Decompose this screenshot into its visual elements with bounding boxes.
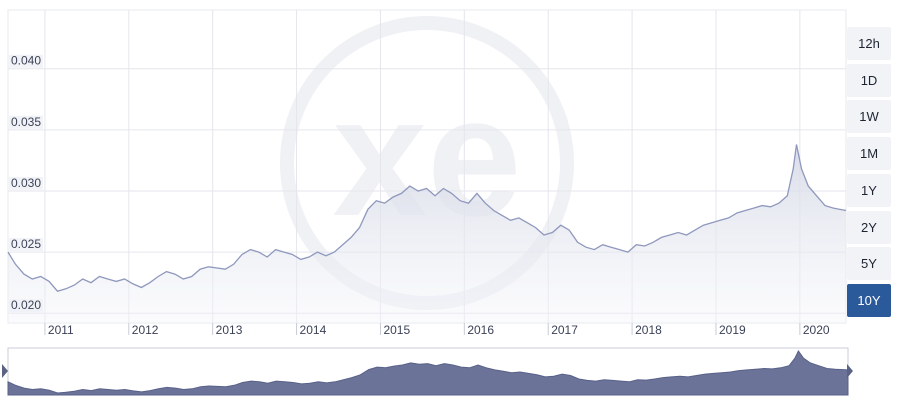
y-tick-label-bg (9, 238, 43, 252)
x-tick-label: 2012 (132, 323, 159, 337)
y-tick-label-bg (9, 54, 43, 68)
area (8, 144, 846, 323)
range-button[interactable]: 1W (847, 100, 891, 134)
range-button[interactable]: 2Y (847, 210, 891, 244)
y-tick-label: 0.040 (11, 54, 41, 68)
x-tick-label: 2013 (216, 323, 243, 337)
range-button[interactable]: 5Y (847, 247, 891, 281)
x-tick-label: 2015 (383, 323, 410, 337)
x-tick-label: 2014 (300, 323, 327, 337)
x-tick-label: 2018 (635, 323, 662, 337)
line (7, 144, 847, 292)
x-tick-label: 2019 (719, 323, 746, 337)
y-tick-label-bg (9, 115, 43, 129)
nav-handle-left[interactable] (2, 364, 8, 378)
y-tick-label: 0.020 (11, 298, 41, 312)
range-button[interactable]: 12h (847, 27, 891, 60)
range-button[interactable]: 1M (847, 137, 891, 171)
y-tick-label-bg (9, 299, 43, 313)
y-tick-label: 0.025 (11, 237, 41, 251)
y-tick-label: 0.030 (11, 176, 41, 190)
x-tick-label: 2020 (803, 323, 830, 337)
range-button[interactable]: 1Y (847, 173, 891, 207)
range-button[interactable]: 10Y (847, 283, 891, 317)
y-tick-label: 0.035 (11, 115, 41, 129)
x-tick-label: 2011 (48, 323, 74, 337)
x-tick-label: 2016 (467, 323, 494, 337)
y-tick-label-bg (9, 176, 43, 190)
navigator-area (7, 350, 849, 396)
x-tick-label: 2017 (551, 323, 578, 337)
nav-handle-right[interactable] (847, 364, 853, 378)
range-button[interactable]: 1D (847, 63, 891, 97)
